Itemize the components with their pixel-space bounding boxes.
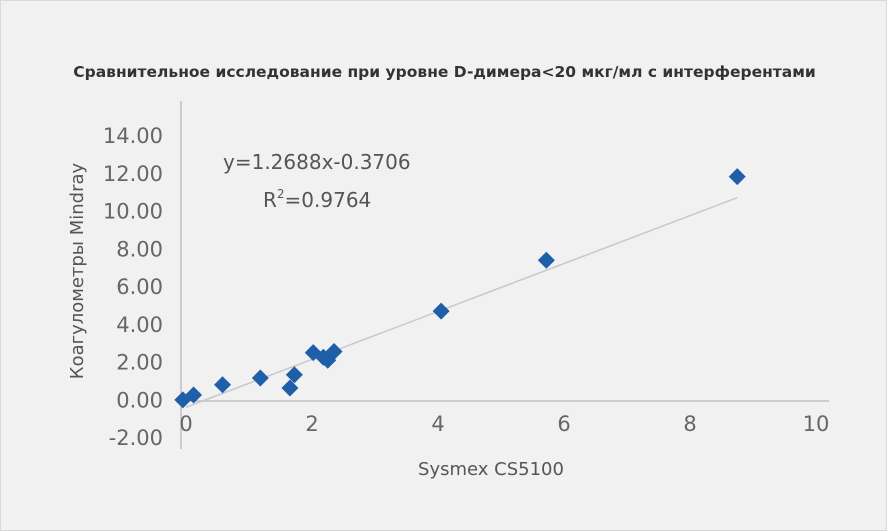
x-tick-labels: 0 2 4 6 8 10 xyxy=(179,412,829,436)
chart-title: Сравнительное исследование при уровне D-… xyxy=(73,63,816,81)
data-point xyxy=(285,366,303,384)
r-squared-superscript: 2 xyxy=(277,187,285,201)
regression-equation: y=1.2688x-0.3706 xyxy=(223,150,411,174)
plot-area: 0 2 4 6 8 10 -2.00 0.00 2.00 4.00 6.00 8.00 10.00 12… xyxy=(103,101,829,450)
x-tick-label: 4 xyxy=(431,412,444,436)
data-point xyxy=(281,379,299,397)
trendline xyxy=(185,196,738,408)
y-tick-label: 0.00 xyxy=(116,388,163,412)
x-axis-label: Sysmex CS5100 xyxy=(418,459,564,480)
x-tick-label: 8 xyxy=(683,412,696,436)
y-tick-label: 14.00 xyxy=(103,124,163,148)
y-tick-label: 8.00 xyxy=(116,237,163,261)
data-point xyxy=(728,168,746,186)
data-point xyxy=(214,376,232,394)
r-squared-value: =0.9764 xyxy=(285,188,372,212)
x-tick-label: 2 xyxy=(305,412,318,436)
x-tick-label: 10 xyxy=(803,412,830,436)
y-tick-label: 4.00 xyxy=(116,313,163,337)
y-tick-labels: -2.00 0.00 2.00 4.00 6.00 8.00 10.00 12.00 14.00 xyxy=(103,124,163,450)
r-squared-label: R2=0.9764 xyxy=(263,187,371,212)
y-tick-label: 6.00 xyxy=(116,275,163,299)
r-squared-prefix: R xyxy=(263,188,277,212)
y-axis-label: Коагулометры Mindray xyxy=(67,162,88,379)
data-point xyxy=(251,369,269,387)
data-point xyxy=(325,343,343,361)
data-point xyxy=(432,302,450,320)
data-point xyxy=(185,386,203,404)
data-points xyxy=(174,168,746,409)
x-tick-label: 6 xyxy=(557,412,570,436)
y-tick-label: 12.00 xyxy=(103,162,163,186)
y-tick-label: 2.00 xyxy=(116,351,163,375)
y-tick-label: 10.00 xyxy=(103,200,163,224)
x-tick-label: 0 xyxy=(179,412,192,436)
data-point xyxy=(537,251,555,269)
y-tick-label: -2.00 xyxy=(109,426,163,450)
